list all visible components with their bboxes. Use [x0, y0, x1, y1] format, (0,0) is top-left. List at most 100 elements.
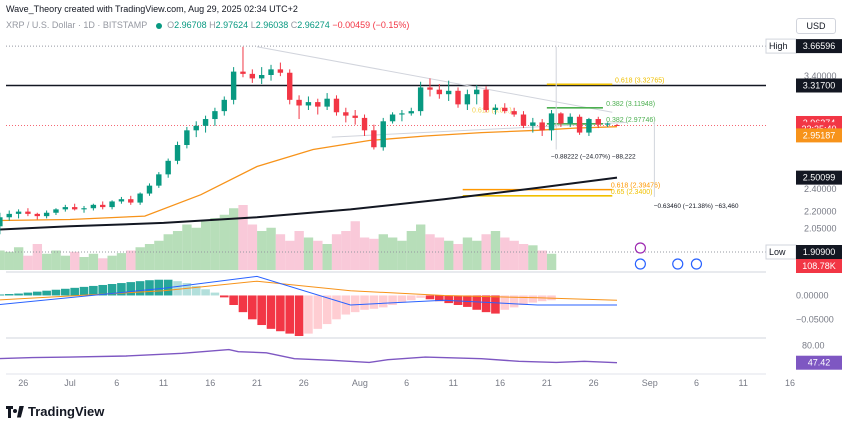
volume-bar — [462, 237, 473, 270]
macd-histogram-bar — [23, 292, 33, 296]
volume-bar — [23, 255, 33, 270]
candle-body — [53, 209, 59, 213]
volume-bar — [350, 221, 360, 270]
macd-histogram-bar — [406, 295, 416, 301]
candle-body — [427, 87, 433, 90]
macd-histogram-bar — [238, 295, 248, 313]
macd-y-tick: −0.05000 — [796, 314, 834, 324]
ohlc-bar: XRP / U.S. Dollar · 1D · BITSTAMP O2.967… — [6, 20, 409, 30]
x-tick-label: 16 — [495, 378, 505, 388]
change-value: −0.00459 (−0.15%) — [332, 20, 410, 30]
volume-bar — [266, 227, 276, 270]
volume-bar — [257, 231, 267, 270]
price-label-value: 3.66596 — [803, 41, 836, 51]
volume-bar — [387, 237, 398, 270]
macd-histogram-bar — [519, 295, 528, 305]
volume-bar — [528, 245, 538, 270]
volume-bar — [397, 240, 407, 270]
volume-bar — [191, 227, 201, 270]
volume-bar — [416, 224, 426, 270]
rsi-label-box — [796, 355, 842, 370]
macd-histogram-bar — [322, 295, 332, 325]
macd-histogram-bar — [472, 295, 482, 310]
tradingview-logo[interactable]: TradingView — [6, 404, 104, 419]
rsi-y-tick: 80.00 — [802, 340, 825, 350]
macd-histogram-bar — [397, 295, 407, 303]
macd-histogram-bar — [70, 287, 79, 296]
macd-histogram-bar — [444, 295, 453, 304]
candle-body — [277, 69, 284, 73]
macd-histogram-bar — [360, 295, 369, 310]
macd-histogram-bar — [32, 291, 42, 296]
volume-bar — [546, 253, 557, 270]
volume-bar — [490, 231, 501, 270]
volume-bar — [13, 247, 24, 270]
volume-bar — [500, 237, 510, 270]
y-tick-label: 2.20000 — [804, 207, 837, 217]
candle-body — [586, 119, 592, 133]
macd-histogram-bar — [369, 295, 379, 309]
candle-body — [202, 119, 209, 126]
volume-bar — [0, 250, 5, 270]
volume-bar — [472, 240, 482, 270]
fib-level-label: 0.618 (2.39476) — [611, 183, 660, 190]
candle-body — [530, 122, 536, 126]
volume-bar — [70, 251, 80, 270]
price-label-value: 2.50099 — [803, 173, 836, 183]
candle-body — [539, 122, 545, 131]
price-label-box — [796, 245, 842, 259]
macd-histogram-bar — [350, 295, 360, 313]
macd-histogram-bar — [500, 295, 510, 310]
candle-body — [184, 130, 190, 145]
candle-body — [352, 115, 358, 118]
price-label-name: Low — [769, 247, 786, 257]
macd-histogram-bar — [229, 295, 238, 305]
macd-histogram-bar — [79, 286, 89, 296]
volume-bar — [294, 231, 304, 270]
candle-body — [118, 199, 125, 202]
candle-body — [315, 102, 321, 107]
macd-histogram-bar — [491, 295, 500, 314]
macd-histogram-bar — [425, 295, 435, 300]
ema-200-line — [0, 176, 618, 231]
price-label-box — [796, 128, 842, 143]
candle-body — [25, 211, 31, 214]
candle-body — [361, 117, 368, 131]
fib-level-label: 0.382 (3.11948) — [606, 101, 655, 108]
macd-signal-line — [0, 280, 618, 301]
volume-bar — [4, 251, 14, 270]
macd-histogram-bar — [378, 295, 388, 308]
rsi-line — [0, 348, 618, 364]
macd-histogram-bar — [332, 295, 341, 320]
volume-bar — [425, 234, 435, 270]
macd-histogram-bar — [341, 295, 351, 315]
x-tick-label: 6 — [694, 378, 699, 388]
price-label-box — [796, 78, 842, 93]
rsi-last-value: 47.42 — [808, 358, 831, 368]
volume-bar — [60, 255, 71, 270]
candle-body — [604, 123, 611, 125]
volume-bar — [378, 234, 388, 270]
candle-body — [90, 204, 97, 209]
macd-histogram-bar — [266, 295, 276, 329]
candle-body — [156, 174, 162, 186]
volume-bar — [88, 253, 99, 270]
candle-body — [137, 193, 143, 203]
currency-button[interactable]: USD — [796, 18, 836, 34]
volume-bar — [303, 237, 314, 270]
macd-histogram-bar — [51, 289, 61, 296]
candle-body — [212, 111, 218, 120]
x-tick-label: 6 — [404, 378, 409, 388]
volume-bar — [135, 247, 145, 270]
candle-body — [221, 99, 227, 112]
candle-body — [258, 75, 265, 79]
volume-bar — [444, 240, 454, 270]
candle-body — [399, 113, 405, 115]
macd-histogram-bar — [89, 285, 98, 296]
upper-trendline — [256, 46, 613, 113]
candle-body — [193, 125, 199, 131]
symbol-label[interactable]: XRP / U.S. Dollar · 1D · BITSTAMP — [6, 20, 148, 30]
macd-histogram-bar — [42, 290, 51, 296]
